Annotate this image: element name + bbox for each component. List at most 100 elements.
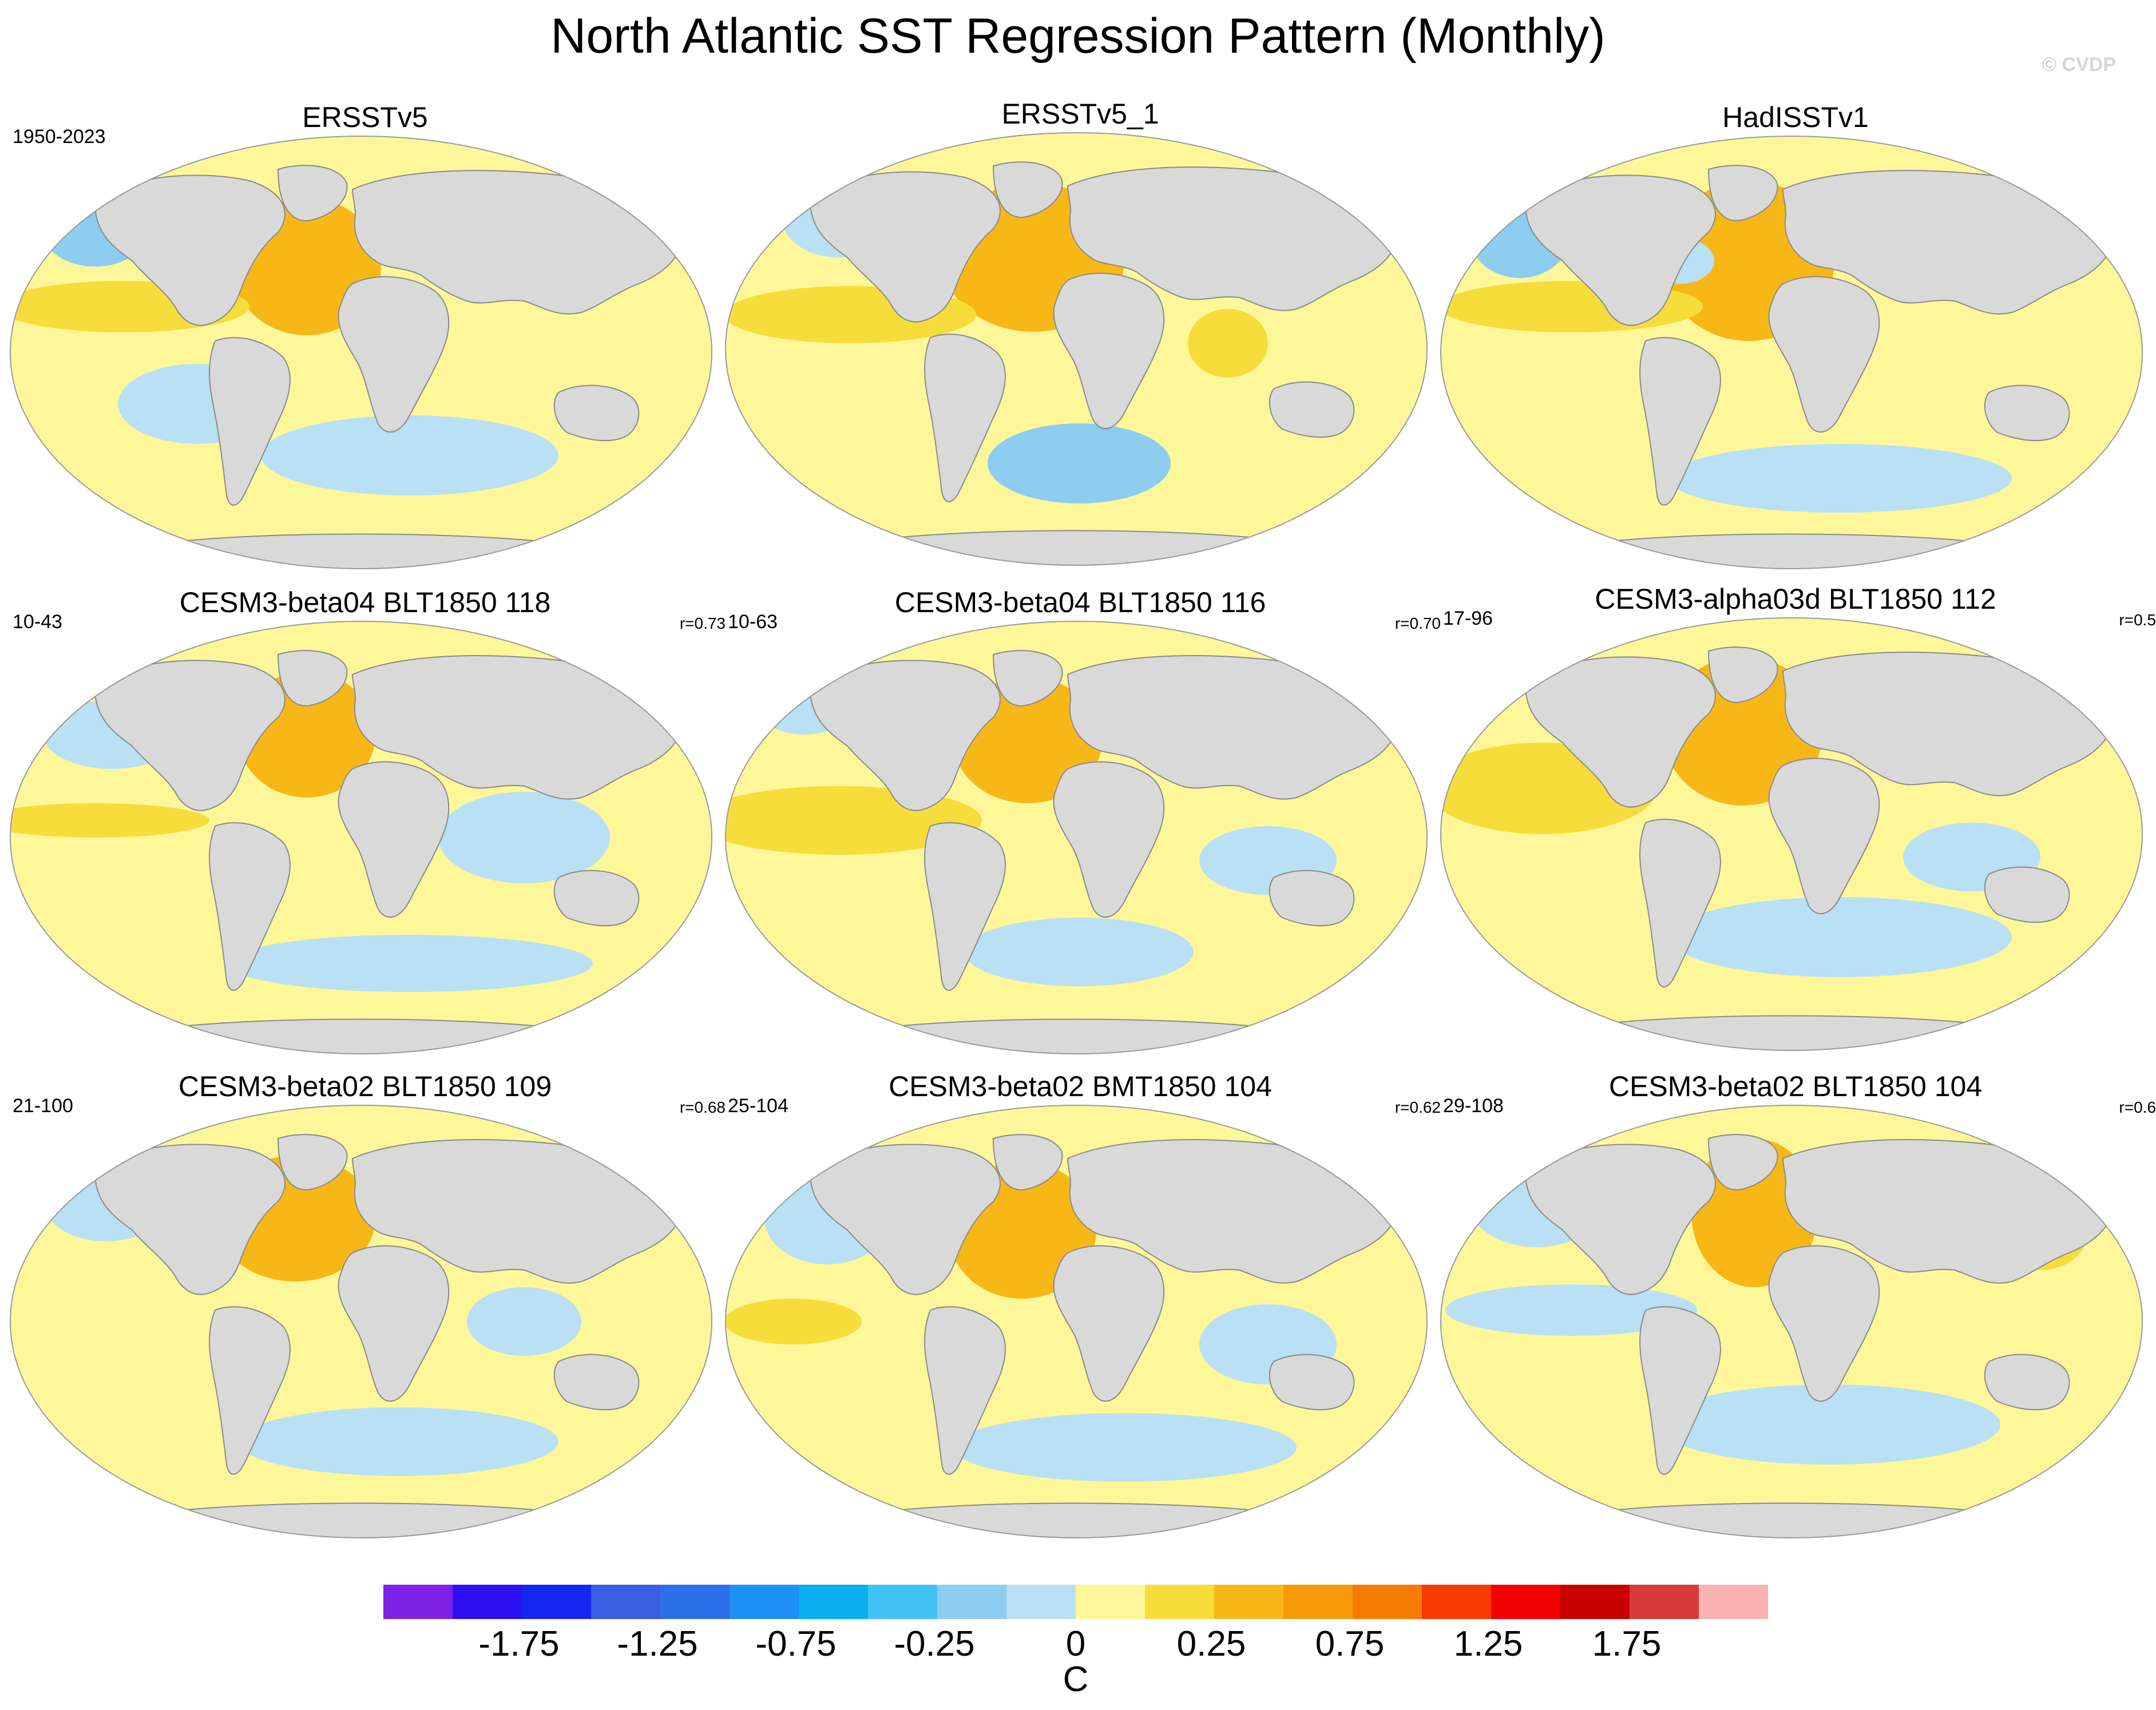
colorbar-swatch	[730, 1585, 799, 1619]
africa-landmass	[1053, 272, 1165, 430]
north-america-landmass	[1524, 1144, 1716, 1295]
panel-correlation: r=0.68	[679, 1098, 726, 1116]
africa-landmass	[338, 276, 450, 433]
antarctica-landmass	[850, 530, 1303, 565]
north-america-landmass	[94, 660, 286, 811]
antarctica-landmass	[850, 1502, 1303, 1538]
southern-ocean-cool-region	[227, 935, 593, 992]
north-america-landmass	[809, 660, 1001, 811]
greenland-landmass	[1707, 646, 1778, 704]
panel-years: 17-96	[1443, 608, 1493, 629]
map-border	[725, 132, 1428, 566]
map-border	[10, 1105, 712, 1538]
africa-landmass	[1053, 1245, 1165, 1402]
north-america-landmass	[94, 174, 286, 326]
australia-landmass	[1269, 1354, 1355, 1411]
panel-title: CESM3-alpha03d BLT1850 112	[1595, 583, 1996, 615]
greenland-landmass	[1707, 1134, 1778, 1191]
colorbar-swatch	[1353, 1585, 1422, 1619]
panel-years: 1950-2023	[13, 126, 106, 148]
antarctica-landmass	[1565, 1502, 2018, 1538]
map-panel: CESM3-beta02 BLT1850 109 21-100 r=0.68	[5, 1070, 726, 1562]
colorbar-swatch	[1214, 1585, 1284, 1619]
panel-title: CESM3-beta02 BLT1850 109	[178, 1070, 552, 1102]
colorbar-swatch	[1422, 1585, 1492, 1619]
panel-title: CESM3-beta04 BLT1850 116	[894, 586, 1266, 618]
south-america-landmass	[924, 334, 1006, 502]
indian-ocean-cool-region	[467, 1287, 581, 1356]
africa-landmass	[1768, 757, 1880, 915]
greenland-landmass	[992, 650, 1063, 707]
north-america-landmass	[1524, 174, 1716, 326]
southern-ocean-cool-region	[1657, 1384, 2000, 1465]
colorbar-swatch	[1560, 1585, 1630, 1619]
map-panel: CESM3-beta04 BLT1850 118 10-43 r=0.73	[5, 586, 726, 1078]
australia-landmass	[1269, 870, 1355, 927]
southern-ocean-cool-region	[238, 1407, 558, 1476]
colorbar-tick-label: -1.25	[617, 1624, 698, 1664]
antarctica-landmass	[134, 533, 588, 569]
map-contents	[1441, 618, 2142, 1050]
tropical-pacific-cool-band	[1445, 1284, 1697, 1336]
map-border	[10, 136, 712, 569]
tropical-pacific-warm-band	[726, 1299, 862, 1344]
map-contents	[726, 133, 1427, 565]
southern-ocean-cool-region	[1668, 897, 2012, 977]
world-map	[1440, 136, 2143, 569]
colorbar-tick-label: -0.25	[894, 1624, 975, 1664]
africa-landmass	[1768, 1245, 1880, 1402]
australia-landmass	[1984, 384, 2070, 442]
panel-years: 21-100	[13, 1095, 73, 1117]
map-panel: CESM3-beta02 BMT1850 104 25-104 r=0.62	[720, 1070, 1441, 1562]
australia-landmass	[1984, 866, 2070, 923]
map-border	[10, 621, 712, 1054]
tropical-pacific-warm-band	[10, 803, 209, 838]
map-contents	[10, 136, 712, 569]
south-america-landmass	[1639, 1306, 1721, 1475]
map-panel: ERSSTv5_1	[720, 97, 1441, 589]
map-contents	[1441, 136, 2142, 569]
panel-correlation: r=0.5	[2119, 611, 2156, 629]
map-panel: CESM3-alpha03d BLT1850 112 17-96 r=0.5	[1435, 582, 2156, 1074]
australia-landmass	[553, 1354, 640, 1411]
colorbar	[383, 1585, 1768, 1619]
colorbar-swatch	[591, 1585, 661, 1619]
panel-years: 10-63	[728, 611, 778, 633]
greenland-landmass	[992, 161, 1063, 219]
world-map	[1440, 617, 2143, 1051]
australia-landmass	[1269, 381, 1355, 438]
greenland-landmass	[277, 650, 348, 707]
panel-title: ERSSTv5_1	[1001, 98, 1159, 130]
map-panel: HadISSTv1	[1435, 101, 2156, 593]
panel-title: CESM3-beta02 BLT1850 104	[1608, 1070, 1983, 1102]
map-panel: ERSSTv5 1950-2023	[5, 101, 726, 593]
australia-landmass	[1984, 1354, 2070, 1411]
colorbar-swatch	[1145, 1585, 1215, 1619]
colorbar-tick-label: 0.25	[1176, 1624, 1246, 1664]
greenland-landmass	[277, 165, 348, 222]
southern-ocean-cool-region	[953, 1413, 1297, 1482]
antarctica-landmass	[1565, 1015, 2018, 1050]
colorbar-swatch	[937, 1585, 1007, 1619]
colorbar-swatch	[383, 1585, 453, 1619]
colorbar-swatch	[1006, 1585, 1076, 1619]
colorbar-swatch	[1491, 1585, 1561, 1619]
southern-ocean-cool-region	[261, 415, 558, 495]
world-map	[725, 621, 1428, 1054]
panel-title: CESM3-beta04 BLT1850 118	[179, 586, 551, 618]
south-america-landmass	[924, 822, 1006, 991]
colorbar-swatch	[660, 1585, 730, 1619]
australia-landmass	[553, 384, 640, 442]
world-map	[1440, 1105, 2143, 1538]
world-map	[10, 621, 712, 1054]
colorbar-swatch	[1699, 1585, 1768, 1619]
world-map	[725, 132, 1428, 566]
map-contents	[726, 621, 1427, 1054]
panel-correlation: r=0.6	[2119, 1098, 2156, 1116]
africa-landmass	[338, 1245, 450, 1402]
antarctica-landmass	[850, 1018, 1303, 1054]
panel-correlation: r=0.62	[1394, 1098, 1441, 1116]
panel-title: ERSSTv5	[302, 101, 428, 133]
colorbar-tick-label: 0	[1065, 1624, 1086, 1664]
colorbar-tick-label: 1.75	[1592, 1624, 1662, 1664]
